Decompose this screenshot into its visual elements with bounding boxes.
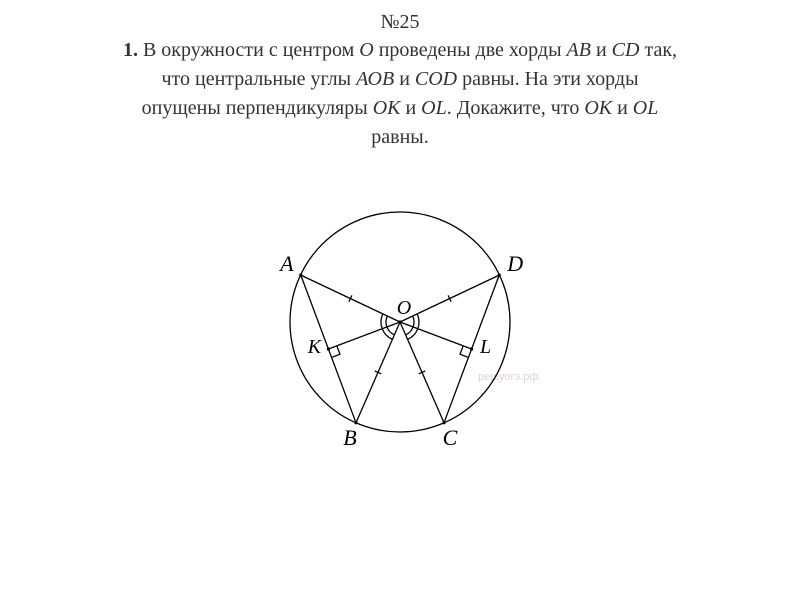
problem-statement: 1. В окружности с центром О проведены дв…: [30, 36, 770, 152]
t4: так,: [639, 39, 677, 61]
point-label-K: K: [307, 336, 323, 358]
var-CD: CD: [612, 39, 640, 61]
var-AB: АВ: [567, 39, 591, 61]
var-OL2: OL: [633, 97, 659, 119]
var-OK: ОК: [373, 97, 401, 119]
point-label-A: A: [278, 251, 294, 276]
point-label-B: B: [343, 425, 356, 450]
t7: равны. На эти хорды: [457, 68, 638, 90]
t1: В окружности с центром: [138, 39, 359, 61]
circle-diagram: решуогэ.рф A D B C O K L: [240, 192, 560, 472]
watermark: решуогэ.рф: [478, 371, 538, 383]
t6: и: [394, 68, 415, 90]
t9: и: [400, 97, 421, 119]
lead-number: 1.: [123, 39, 138, 61]
point-label-C: C: [443, 425, 458, 450]
var-COD: СОD: [415, 68, 457, 90]
var-OL: OL: [421, 97, 447, 119]
point-label-O: O: [397, 297, 411, 319]
t3: и: [591, 39, 612, 61]
t12: равны.: [371, 126, 428, 148]
point-label-L: L: [479, 336, 491, 358]
var-AOB: АОВ: [356, 68, 394, 90]
var-O: О: [359, 39, 373, 61]
point-label-D: D: [506, 251, 523, 276]
t5: что центральные углы: [161, 68, 356, 90]
t10: . Докажите, что: [447, 97, 585, 119]
t11: и: [612, 97, 633, 119]
t2: проведены две хорды: [374, 39, 567, 61]
problem-number: №25: [0, 8, 800, 36]
var-OK2: ОК: [584, 97, 612, 119]
t8: опущены перпендикуляры: [142, 97, 373, 119]
